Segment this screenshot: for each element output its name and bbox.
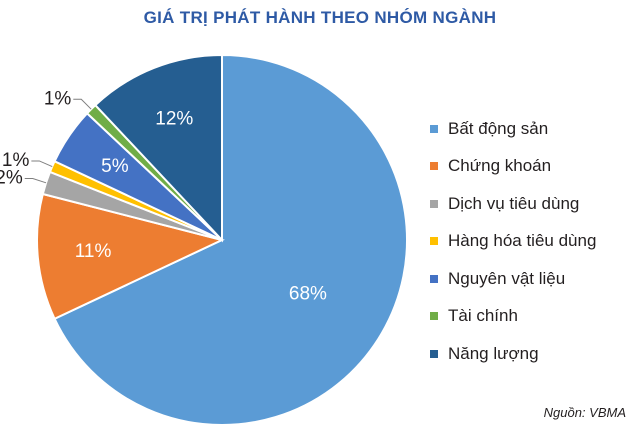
- legend-label: Năng lượng: [448, 343, 539, 363]
- source-note: Nguồn: VBMA: [543, 405, 626, 420]
- legend-item-nguyen-vat-lieu: Nguyên vật liệu: [430, 260, 640, 298]
- legend-label: Chứng khoán: [448, 156, 552, 176]
- legend-item-chung-khoan: Chứng khoán: [430, 148, 640, 186]
- leader-lines: [24, 98, 92, 184]
- slice-label-hang-hoa-tieu-dung: 1%: [2, 150, 30, 171]
- legend-item-hang-hoa-tieu-dung: Hàng hóa tiêu dùng: [430, 223, 640, 261]
- legend-swatch: [430, 349, 438, 358]
- pie-slice-bat-dong-san: [53, 53, 408, 426]
- leader-line-tai-chinh: [73, 98, 92, 110]
- pie-slice-chung-khoan: [36, 192, 225, 321]
- legend-item-bat-dong-san: Bất động sản: [430, 110, 640, 148]
- legend-label: Hàng hóa tiêu dùng: [448, 231, 597, 251]
- legend-item-dich-vu-tieu-dung: Dịch vụ tiêu dùng: [430, 185, 640, 223]
- slice-label-nang-luong: 12%: [155, 109, 193, 130]
- leader-line-hang-hoa-tieu-dung: [31, 160, 53, 167]
- legend-swatch: [430, 237, 438, 246]
- legend-label: Tài chính: [448, 306, 518, 326]
- slice-label-chung-khoan: 11%: [75, 241, 112, 262]
- pie-slices: [36, 53, 408, 426]
- legend-label: Nguyên vật liệu: [448, 268, 566, 288]
- slice-label-dich-vu-tieu-dung: 2%: [0, 168, 23, 189]
- pie-slice-nang-luong: [93, 53, 223, 243]
- chart-title: GIÁ TRỊ PHÁT HÀNH THEO NHÓM NGÀNH: [143, 8, 497, 27]
- slice-labels: 68%11%2%1% 5%1%12%: [0, 88, 327, 304]
- legend-swatch: [430, 274, 438, 283]
- legend-swatch: [430, 124, 438, 133]
- legend-swatch: [430, 162, 438, 171]
- slice-label-nguyen-vat-lieu: 5%: [101, 156, 129, 177]
- slice-label-tai-chinh: 1%: [44, 88, 72, 109]
- legend-label: Dịch vụ tiêu dùng: [448, 193, 580, 213]
- legend-swatch: [430, 199, 438, 208]
- legend-label: Bất động sản: [448, 118, 549, 138]
- legend-swatch: [430, 312, 438, 321]
- legend-item-nang-luong: Năng lượng: [430, 335, 640, 373]
- legend-item-tai-chinh: Tài chính: [430, 298, 640, 336]
- slice-label-bat-dong-san: 68%: [289, 284, 327, 305]
- chart-legend: Bất động sản Chứng khoán Dịch vụ tiêu dùng…: [430, 110, 640, 373]
- leader-line-dich-vu-tieu-dung: [24, 178, 47, 184]
